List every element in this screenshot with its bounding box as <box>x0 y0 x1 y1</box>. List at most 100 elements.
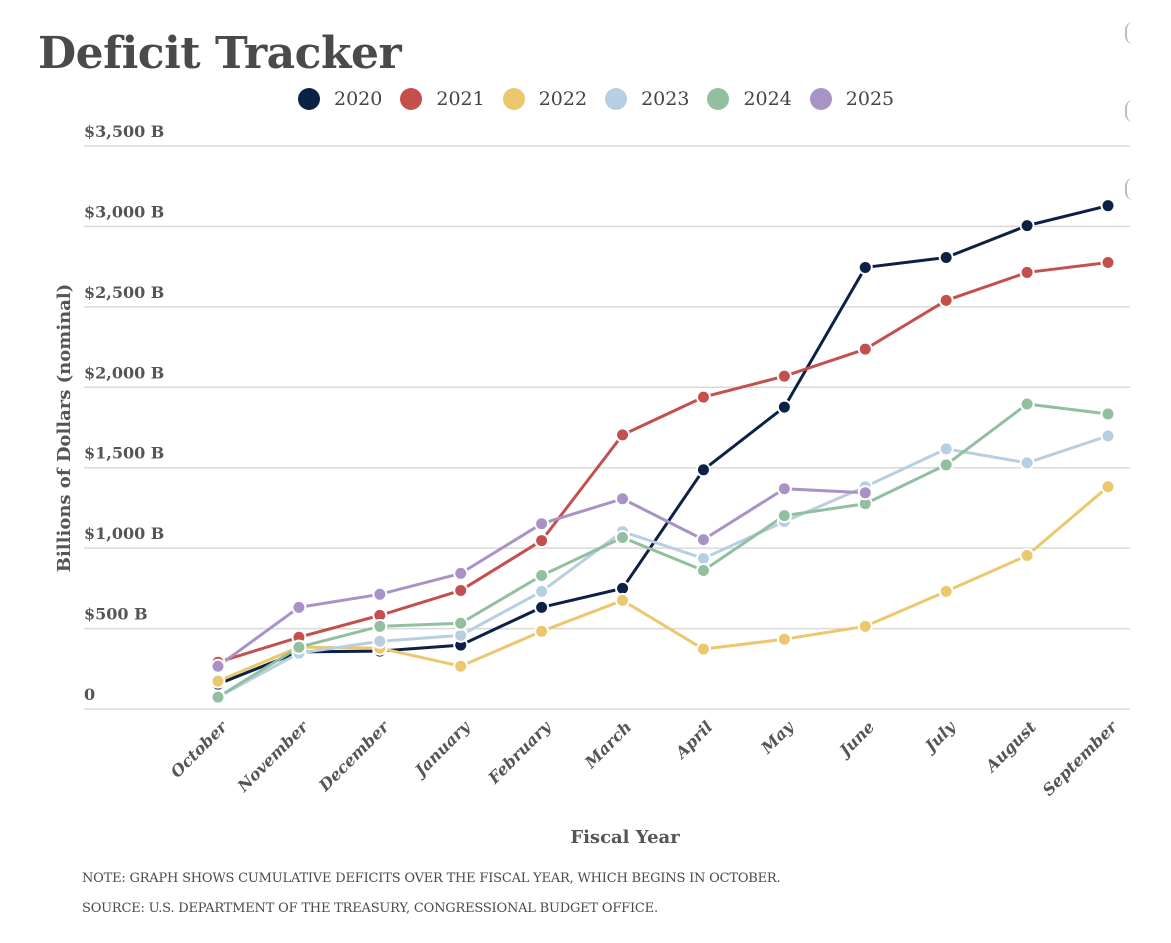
chart-title: Deficit Tracker <box>38 28 402 79</box>
x-tick-label: June <box>834 717 879 762</box>
legend-label: 2025 <box>845 88 895 110</box>
legend-label: 2020 <box>334 88 383 110</box>
data-point-2024 <box>695 563 711 579</box>
data-point-2025 <box>534 516 550 532</box>
series-line-2023 <box>217 434 1109 699</box>
data-point-2022 <box>776 631 792 647</box>
data-point-2024 <box>453 615 469 631</box>
data-point-2025 <box>453 565 469 581</box>
series-line-2022 <box>217 485 1109 683</box>
series-line-2024 <box>217 402 1109 699</box>
data-point-2023 <box>1100 428 1116 444</box>
scroll-edge-marker <box>1125 22 1133 44</box>
data-point-2025 <box>372 586 388 602</box>
legend-swatch-icon <box>502 88 525 110</box>
x-tick-label: August <box>980 717 1040 777</box>
data-point-2020 <box>1100 198 1116 214</box>
y-tick-label: $1,000 B <box>84 524 164 543</box>
legend-swatch-icon <box>809 88 832 110</box>
scroll-edge-marker <box>1125 178 1133 200</box>
data-point-2024 <box>615 530 631 546</box>
x-tick-label: November <box>233 716 313 796</box>
data-point-2020 <box>695 462 711 478</box>
data-point-2022 <box>1019 548 1035 564</box>
data-point-2025 <box>695 532 711 548</box>
data-point-2021 <box>615 427 631 443</box>
legend: 2020 2021 2022 2023 2024 2025 <box>298 88 912 110</box>
data-point-2024 <box>1100 406 1116 422</box>
data-point-2024 <box>1019 396 1035 412</box>
scroll-edge-marker <box>1125 100 1133 122</box>
data-point-2020 <box>938 249 954 265</box>
data-point-2023 <box>1019 455 1035 471</box>
y-tick-label: $2,500 B <box>84 283 164 302</box>
data-point-2024 <box>776 508 792 524</box>
series-line-2021 <box>217 260 1109 664</box>
data-point-2020 <box>615 580 631 596</box>
data-point-2020 <box>857 259 873 275</box>
y-tick-label: $1,500 B <box>84 444 164 463</box>
legend-item-2024[interactable]: 2024 <box>707 88 792 110</box>
data-point-2025 <box>615 491 631 507</box>
data-point-2021 <box>1019 264 1035 280</box>
chart-note: NOTE: GRAPH SHOWS CUMULATIVE DEFICITS OV… <box>82 871 781 886</box>
data-point-2021 <box>1100 254 1116 270</box>
data-point-2024 <box>938 457 954 473</box>
x-tick-label: September <box>1039 716 1122 799</box>
legend-item-2022[interactable]: 2022 <box>502 88 588 110</box>
legend-swatch-icon <box>605 88 628 110</box>
data-point-2022 <box>1100 479 1116 495</box>
data-point-2021 <box>776 368 792 384</box>
x-tick-label: December <box>314 716 393 795</box>
data-point-2024 <box>291 639 307 655</box>
data-point-2023 <box>453 627 469 643</box>
x-tick-label: May <box>757 716 799 758</box>
data-point-2020 <box>1019 218 1035 234</box>
data-point-2023 <box>372 633 388 649</box>
legend-label: 2024 <box>743 88 792 110</box>
data-point-2023 <box>938 441 954 457</box>
legend-swatch-icon <box>707 88 730 110</box>
legend-swatch-icon <box>400 88 423 110</box>
x-tick-label: March <box>580 717 635 772</box>
data-point-2022 <box>857 618 873 634</box>
legend-item-2025[interactable]: 2025 <box>809 88 895 110</box>
x-tick-label: April <box>670 717 716 763</box>
x-axis-label: Fiscal Year <box>570 827 680 848</box>
y-tick-label: $500 B <box>84 605 148 624</box>
data-point-2025 <box>210 658 226 674</box>
y-tick-label: $2,000 B <box>84 363 164 382</box>
data-point-2022 <box>938 583 954 599</box>
data-point-2021 <box>938 292 954 308</box>
data-point-2020 <box>776 399 792 415</box>
legend-label: 2021 <box>436 88 485 110</box>
data-point-2022 <box>695 641 711 657</box>
data-point-2020 <box>534 599 550 615</box>
data-point-2022 <box>453 658 469 674</box>
data-point-2022 <box>210 673 226 689</box>
data-point-2025 <box>291 599 307 615</box>
data-point-2022 <box>615 592 631 608</box>
legend-item-2020[interactable]: 2020 <box>298 88 382 110</box>
y-axis-label: Billions of Dollars (nominal) <box>54 284 75 573</box>
legend-label: 2022 <box>538 88 588 110</box>
legend-label: 2023 <box>641 88 690 110</box>
series-line-2020 <box>217 204 1109 686</box>
data-point-2021 <box>857 341 873 357</box>
y-tick-label: 0 <box>84 685 95 704</box>
legend-swatch-icon <box>298 88 320 110</box>
data-point-2021 <box>695 389 711 405</box>
data-point-2025 <box>776 481 792 497</box>
x-tick-label: July <box>919 716 960 757</box>
data-point-2024 <box>372 618 388 634</box>
data-point-2024 <box>210 689 226 705</box>
legend-item-2023[interactable]: 2023 <box>605 88 689 110</box>
legend-item-2021[interactable]: 2021 <box>400 88 485 110</box>
data-point-2023 <box>695 550 711 566</box>
data-point-2022 <box>534 623 550 639</box>
data-point-2021 <box>534 533 550 549</box>
y-tick-label: $3,500 B <box>84 122 164 141</box>
x-tick-label: February <box>484 716 556 788</box>
data-point-2023 <box>534 583 550 599</box>
